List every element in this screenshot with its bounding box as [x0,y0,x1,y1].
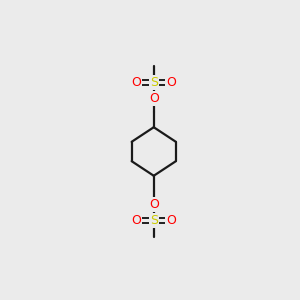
Text: O: O [131,214,141,227]
Text: O: O [149,92,159,105]
Text: O: O [131,76,141,89]
Text: O: O [166,214,176,227]
Text: S: S [150,214,158,227]
Text: S: S [150,76,158,89]
Text: O: O [166,76,176,89]
Text: O: O [149,198,159,211]
